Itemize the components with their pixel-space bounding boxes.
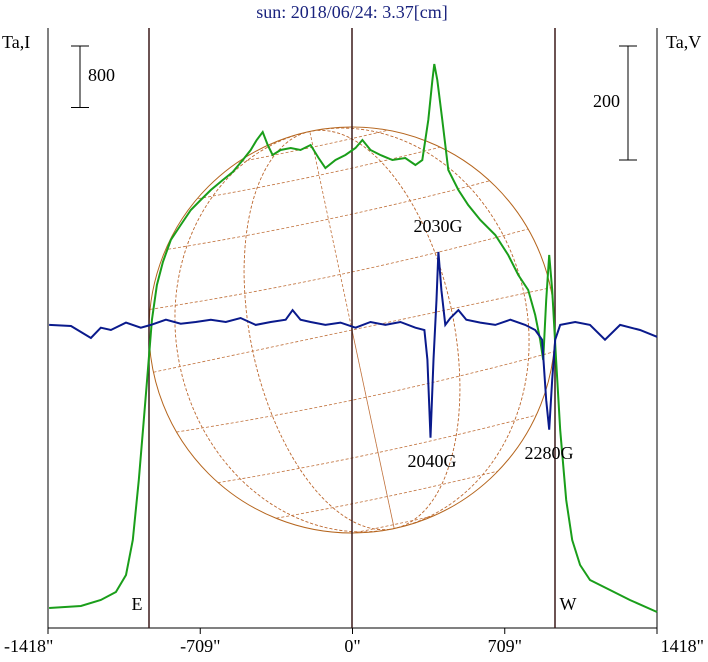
series-line <box>49 63 658 613</box>
x-tick-label: -709" <box>180 636 220 656</box>
parallel <box>128 170 526 256</box>
parallel <box>166 348 564 434</box>
parallel <box>178 404 576 490</box>
annotation: 2030G <box>414 216 463 236</box>
chart-title: sun: 2018/06/24: 3.37[cm] <box>256 2 448 22</box>
x-tick-label: 0" <box>344 636 360 656</box>
annotation: E <box>132 594 143 614</box>
parallel <box>140 226 538 312</box>
x-tick-label: 1418" <box>661 636 704 656</box>
annotation: 2280G <box>525 443 574 463</box>
annotation: W <box>560 594 577 614</box>
x-tick-label: 709" <box>488 636 522 656</box>
scale-bar-y2-label: 200 <box>593 91 620 111</box>
y-axis-label: Ta,I <box>2 32 30 52</box>
y2-axis-label: Ta,V <box>666 32 701 52</box>
x-tick-label: -1418" <box>4 636 53 656</box>
annotation: 2040G <box>408 451 457 471</box>
series-line <box>49 251 658 438</box>
scale-bar-y-label: 800 <box>88 65 115 85</box>
